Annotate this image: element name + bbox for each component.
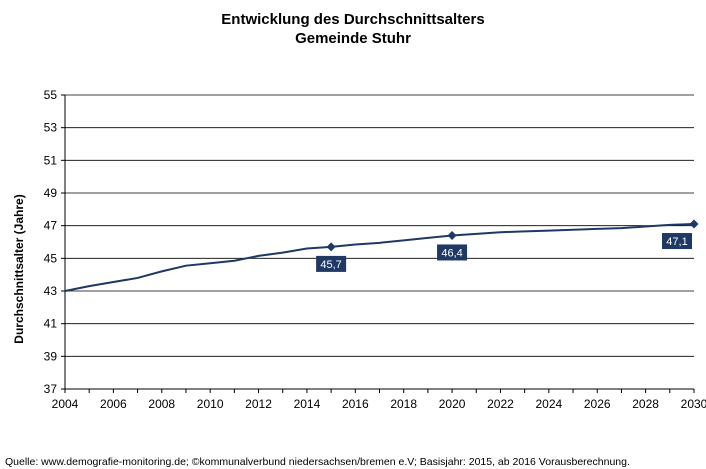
series-line: [64, 223, 695, 292]
x-tick-label: 2014: [294, 397, 321, 411]
data-label: 45,7: [320, 259, 341, 271]
data-label: 46,4: [441, 247, 462, 259]
x-tick-label: 2004: [52, 397, 79, 411]
data-label-box: [662, 233, 692, 250]
x-tick-label: 2026: [584, 397, 611, 411]
y-tick-label: 53: [44, 121, 58, 135]
data-label-box: [316, 255, 347, 272]
x-tick-label: 2008: [148, 397, 175, 411]
data-label-box: [437, 244, 468, 261]
x-tick-label: 2006: [100, 397, 127, 411]
x-tick-label: 2016: [342, 397, 369, 411]
source-note: Quelle: www.demografie-monitoring.de; ©k…: [5, 456, 630, 468]
y-tick-label: 41: [44, 317, 58, 331]
y-tick-label: 47: [44, 219, 58, 233]
chart-title: Entwicklung des Durchschnittsalters Geme…: [0, 10, 706, 48]
y-tick-label: 45: [44, 251, 58, 265]
y-tick-label: 49: [44, 186, 58, 200]
x-tick-label: 2010: [197, 397, 224, 411]
chart-title-line-1: Entwicklung des Durchschnittsalters: [221, 11, 485, 28]
y-tick-label: 51: [44, 153, 58, 167]
data-point-marker: [447, 230, 457, 240]
chart-title-line-2: Gemeinde Stuhr: [295, 30, 411, 47]
x-tick-label: 2030: [681, 397, 706, 411]
data-point-marker: [689, 219, 699, 229]
x-tick-label: 2020: [439, 397, 466, 411]
y-tick-label: 39: [44, 349, 58, 363]
x-tick-label: 2012: [245, 397, 272, 411]
y-tick-label: 43: [44, 284, 58, 298]
y-tick-label: 37: [44, 382, 58, 396]
x-tick-label: 2028: [632, 397, 659, 411]
x-tick-label: 2018: [390, 397, 417, 411]
x-tick-label: 2024: [535, 397, 562, 411]
y-tick-label: 55: [44, 88, 58, 102]
data-label: 47,1: [666, 236, 687, 248]
x-tick-label: 2022: [487, 397, 514, 411]
data-point-marker: [326, 242, 336, 252]
